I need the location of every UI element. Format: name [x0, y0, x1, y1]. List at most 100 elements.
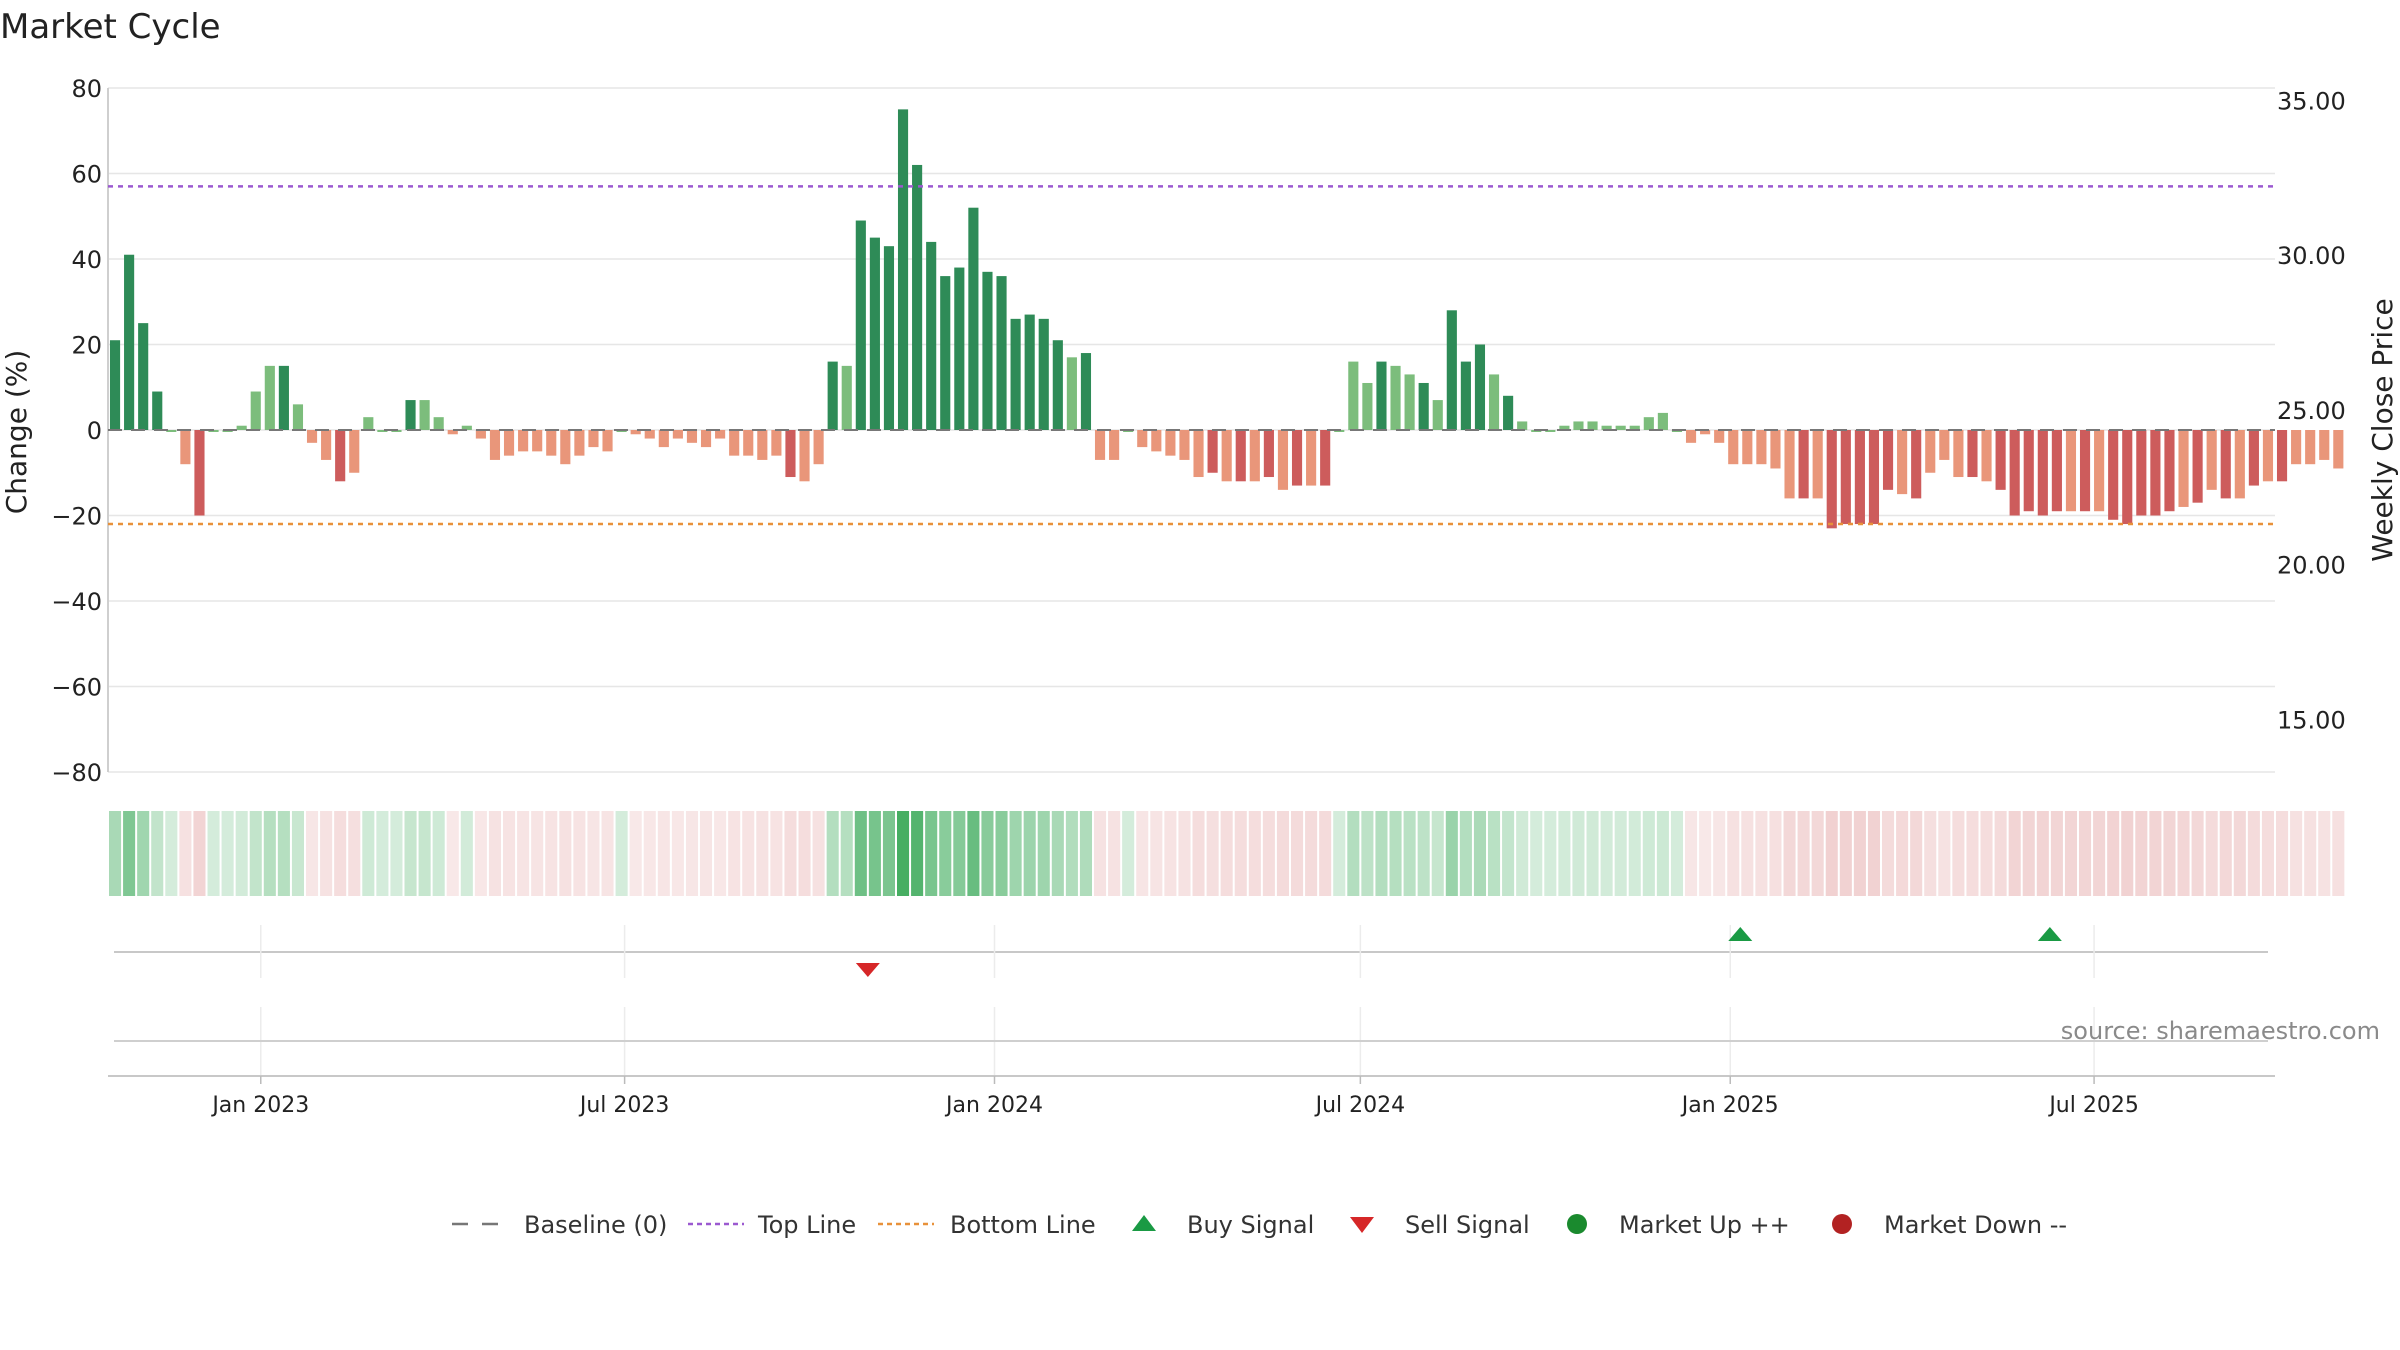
- bar: [574, 430, 585, 456]
- bar: [1756, 430, 1767, 465]
- x-axis-ticks: Jan 2023 Jul 2023 Jan 2024 Jul 2024 Jan 2025…: [210, 1076, 2139, 1118]
- bar: [2122, 430, 2133, 525]
- bar: [377, 430, 388, 432]
- bar: [1826, 430, 1837, 529]
- heat-cell: [2107, 811, 2120, 896]
- bar: [1249, 430, 1260, 482]
- heat-cell: [446, 811, 459, 896]
- bar: [869, 237, 880, 430]
- x-tick-label: Jan 2025: [1680, 1093, 1779, 1118]
- heat-cell: [320, 811, 333, 896]
- bar: [461, 425, 472, 430]
- bar: [757, 430, 768, 460]
- heat-cell: [643, 811, 656, 896]
- heat-cell: [1248, 811, 1261, 896]
- heat-cell: [657, 811, 670, 896]
- bar: [2037, 430, 2048, 516]
- heat-cell: [1966, 811, 1979, 896]
- bar: [827, 361, 838, 430]
- x-tick-label: Jul 2025: [2047, 1093, 2139, 1118]
- bar: [109, 340, 121, 430]
- heat-cell: [615, 811, 628, 896]
- bar: [335, 430, 346, 482]
- heat-cell: [1699, 811, 1712, 896]
- bar: [419, 400, 430, 430]
- bar: [1911, 430, 1922, 499]
- heat-cell: [1037, 811, 1050, 896]
- y-tick-label: −60: [51, 674, 102, 702]
- bar: [1165, 430, 1176, 456]
- heat-cell: [1319, 811, 1332, 896]
- heat-cell: [1361, 811, 1374, 896]
- heat-cell: [1164, 811, 1177, 896]
- bar: [982, 271, 993, 430]
- bar: [1784, 430, 1795, 499]
- bar: [729, 430, 740, 456]
- bar: [1925, 430, 1936, 473]
- bar: [2108, 430, 2119, 520]
- y-tick-label: 0: [87, 417, 102, 445]
- bar: [1798, 430, 1809, 499]
- y2-tick-label: 25.00: [2277, 397, 2346, 425]
- heat-cell: [2135, 811, 2148, 896]
- bar: [996, 276, 1007, 430]
- heat-cell: [770, 811, 783, 896]
- bar: [1376, 361, 1387, 430]
- bar: [1615, 425, 1626, 430]
- bar: [785, 430, 796, 478]
- heat-cell: [1403, 811, 1416, 896]
- bar: [940, 276, 951, 430]
- sell-signal-icon: [1350, 1217, 1374, 1233]
- bar: [954, 267, 965, 430]
- buy-signal-marker: [1728, 927, 1753, 941]
- bar: [2248, 430, 2259, 486]
- heat-cell: [2318, 811, 2331, 896]
- bar: [1995, 430, 2006, 490]
- heat-cell: [2050, 811, 2063, 896]
- heat-cell: [728, 811, 741, 896]
- heat-cell: [2261, 811, 2274, 896]
- bar: [2206, 430, 2217, 490]
- bar: [813, 430, 824, 465]
- bar: [1474, 344, 1486, 430]
- heat-cell: [1882, 811, 1895, 896]
- heat-cell: [1656, 811, 1669, 896]
- heat-cell: [2304, 811, 2317, 896]
- heat-cell: [2079, 811, 2092, 896]
- bar: [968, 207, 979, 430]
- bar: [2079, 430, 2091, 512]
- legend-label: Bottom Line: [950, 1211, 1096, 1239]
- heat-cell: [193, 811, 206, 896]
- bar: [1207, 430, 1218, 473]
- bar: [1052, 340, 1063, 430]
- bar: [1882, 430, 1894, 490]
- heat-cell: [2036, 811, 2049, 896]
- buy-signal-marker: [2037, 927, 2062, 941]
- bar: [363, 417, 374, 430]
- bar: [489, 430, 501, 460]
- heat-cell: [1065, 811, 1078, 896]
- heat-cell: [1642, 811, 1655, 896]
- bar: [602, 430, 613, 452]
- heat-cell: [306, 811, 319, 896]
- buy-signal-icon: [1132, 1215, 1156, 1231]
- heat-cell: [587, 811, 600, 896]
- heat-cell: [488, 811, 501, 896]
- bar: [1066, 357, 1077, 430]
- heat-cell: [1586, 811, 1599, 896]
- reference-lines: [108, 185, 2275, 526]
- bar: [926, 241, 937, 430]
- bar: [1080, 353, 1092, 430]
- bar: [475, 430, 486, 439]
- heat-cell: [953, 811, 966, 896]
- heat-cell: [390, 811, 403, 896]
- bar: [1235, 430, 1246, 482]
- bar: [264, 365, 275, 430]
- bar: [1559, 425, 1570, 430]
- bar: [1362, 382, 1373, 430]
- heat-cell: [868, 811, 881, 896]
- bar: [138, 323, 149, 430]
- heat-cell: [882, 811, 895, 896]
- bar: [1854, 430, 1865, 525]
